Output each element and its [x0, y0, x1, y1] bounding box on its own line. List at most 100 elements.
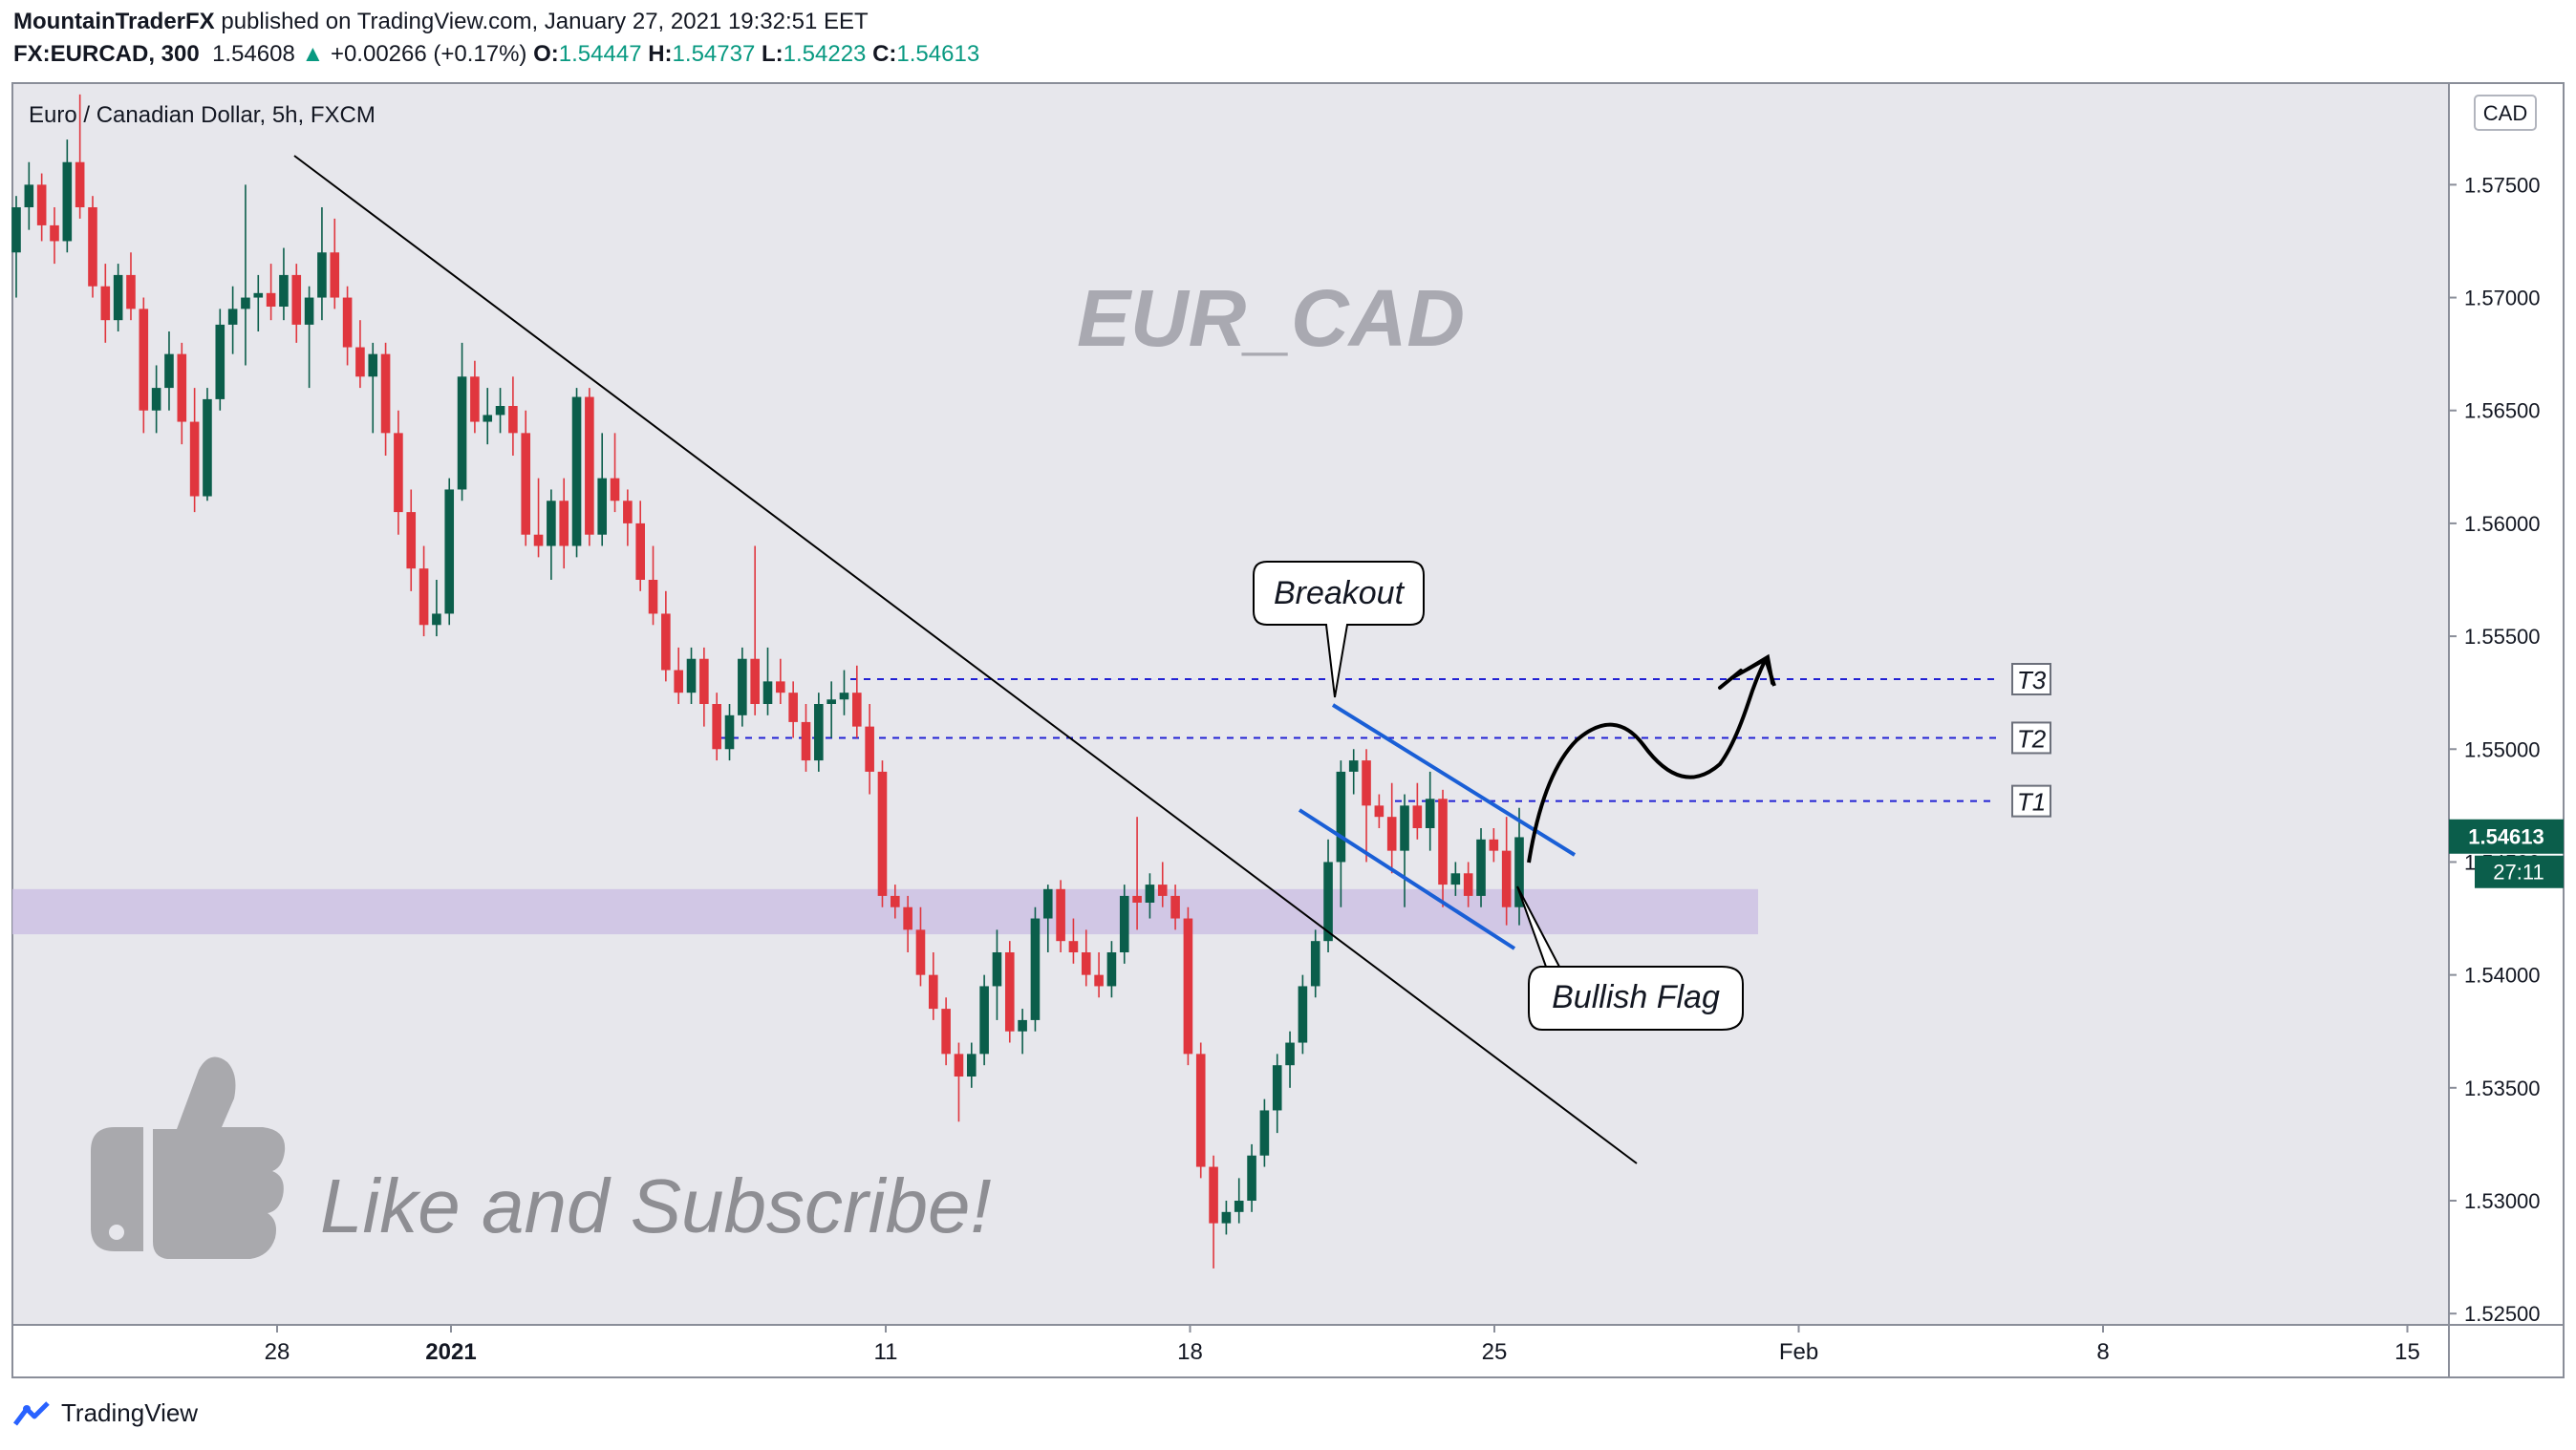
candle[interactable]	[1298, 974, 1308, 1055]
candle[interactable]	[547, 489, 556, 580]
candle[interactable]	[1030, 906, 1041, 1032]
candle[interactable]	[738, 647, 747, 727]
candle[interactable]	[648, 545, 658, 626]
candle[interactable]	[674, 647, 683, 704]
candle[interactable]	[1323, 839, 1333, 952]
candle[interactable]	[380, 342, 391, 456]
candle[interactable]	[877, 760, 888, 907]
candle[interactable]	[1170, 885, 1180, 930]
candle[interactable]	[1195, 1042, 1206, 1179]
candle[interactable]	[24, 161, 34, 230]
candle[interactable]	[1259, 1098, 1270, 1167]
candle[interactable]	[1183, 906, 1193, 1066]
candle[interactable]	[1247, 1143, 1256, 1212]
candle[interactable]	[1119, 885, 1129, 964]
candle[interactable]	[406, 489, 417, 591]
candle[interactable]	[50, 207, 59, 265]
candle[interactable]	[801, 704, 811, 772]
last-price-marker[interactable]: 1.54613 27:11	[2449, 819, 2564, 888]
candle[interactable]	[1425, 771, 1435, 851]
candle[interactable]	[1463, 862, 1473, 907]
candle[interactable]	[330, 218, 340, 309]
candle[interactable]	[304, 286, 314, 389]
candle[interactable]	[661, 590, 671, 682]
candle[interactable]	[75, 94, 85, 219]
candle[interactable]	[597, 433, 608, 546]
candle[interactable]	[227, 286, 238, 354]
candle[interactable]	[291, 264, 302, 343]
breakout-callout[interactable]: Breakout	[1253, 561, 1425, 698]
candle[interactable]	[1374, 794, 1385, 828]
candle[interactable]	[559, 478, 569, 569]
candle[interactable]	[865, 704, 874, 795]
candle[interactable]	[966, 1042, 977, 1088]
candle[interactable]	[699, 647, 709, 727]
candle[interactable]	[1412, 782, 1423, 840]
candle[interactable]	[126, 252, 136, 321]
candle[interactable]	[891, 885, 900, 919]
candle[interactable]	[483, 388, 493, 445]
author-name[interactable]: MountainTraderFX	[13, 9, 215, 34]
candle[interactable]	[724, 704, 735, 761]
candle[interactable]	[979, 974, 989, 1066]
candle[interactable]	[266, 264, 276, 321]
candle[interactable]	[151, 365, 161, 434]
candle[interactable]	[750, 545, 760, 715]
candle[interactable]	[139, 297, 149, 434]
candle[interactable]	[1145, 873, 1155, 919]
candle[interactable]	[1068, 918, 1079, 964]
candle[interactable]	[203, 388, 212, 501]
candle[interactable]	[852, 665, 862, 738]
tradingview-footer[interactable]: TradingView	[13, 1398, 198, 1428]
candle[interactable]	[164, 331, 174, 411]
candle[interactable]	[495, 388, 505, 434]
candle[interactable]	[788, 681, 798, 738]
candle[interactable]	[1386, 782, 1397, 874]
candle[interactable]	[1234, 1178, 1244, 1224]
candle[interactable]	[241, 184, 250, 366]
candle[interactable]	[826, 681, 836, 738]
candle[interactable]	[1400, 794, 1409, 907]
candle[interactable]	[941, 997, 951, 1066]
price-axis[interactable]: 1.57500 1.57000 1.56500 1.56000 1.55500 1.550…	[2449, 173, 2541, 1326]
candle[interactable]	[571, 388, 582, 558]
candle[interactable]	[394, 410, 403, 535]
candle[interactable]	[610, 433, 620, 513]
candle[interactable]	[1042, 885, 1053, 952]
candle[interactable]	[1081, 929, 1091, 987]
candle[interactable]	[1476, 828, 1486, 907]
candle[interactable]	[533, 478, 544, 558]
candle[interactable]	[954, 1042, 964, 1122]
candle[interactable]	[11, 196, 21, 298]
candle[interactable]	[1310, 929, 1320, 998]
bullish-flag-callout[interactable]: Bullish Flag	[1512, 885, 1744, 1031]
candle[interactable]	[508, 376, 518, 456]
descending-trendline[interactable]	[293, 155, 1638, 1164]
candle[interactable]	[100, 264, 111, 343]
target-box-t1[interactable]	[2011, 784, 2051, 818]
target-lines[interactable]: T1 T2 T3	[719, 663, 2051, 818]
candle[interactable]	[177, 342, 187, 445]
candle[interactable]	[1514, 807, 1524, 926]
candle[interactable]	[903, 895, 912, 952]
candle[interactable]	[1018, 1009, 1027, 1055]
support-zone[interactable]	[12, 888, 1758, 935]
plot-area[interactable]	[12, 83, 2449, 1325]
candle[interactable]	[1056, 880, 1065, 952]
target-box-t3[interactable]	[2011, 663, 2051, 695]
candle[interactable]	[113, 264, 123, 331]
candle[interactable]	[776, 658, 785, 704]
candle[interactable]	[928, 952, 938, 1020]
candle[interactable]	[1348, 749, 1359, 795]
target-box-t2[interactable]	[2011, 721, 2051, 755]
candle[interactable]	[88, 196, 97, 298]
candle[interactable]	[762, 647, 773, 715]
candle[interactable]	[1094, 952, 1104, 998]
candle[interactable]	[1004, 941, 1015, 1043]
candle[interactable]	[444, 478, 455, 626]
candle[interactable]	[1362, 749, 1371, 863]
candle[interactable]	[432, 580, 441, 637]
candle[interactable]	[457, 342, 467, 501]
candle[interactable]	[585, 388, 594, 546]
